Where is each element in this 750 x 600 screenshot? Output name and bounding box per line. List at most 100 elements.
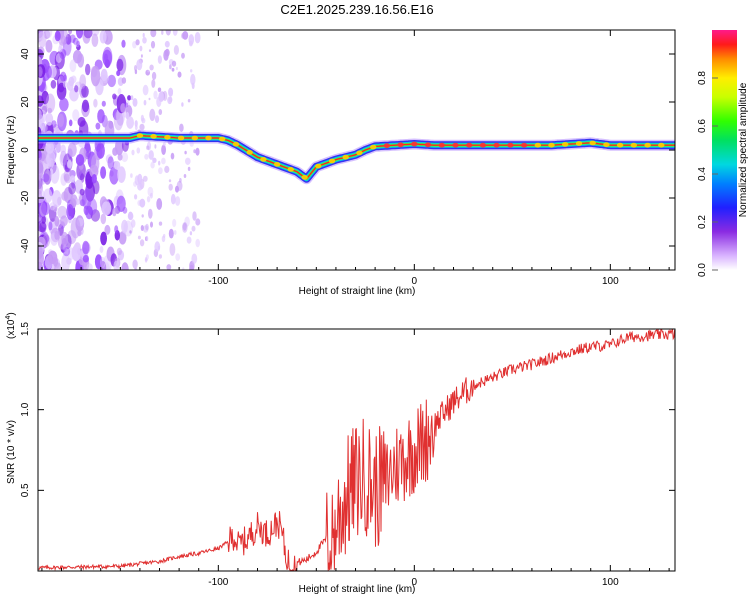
noise-blob	[121, 152, 129, 163]
ridge-peak	[191, 135, 198, 141]
noise-blob	[145, 223, 149, 231]
noise-blob	[157, 245, 160, 251]
noise-blob	[100, 68, 108, 82]
y-tick-label: 40	[20, 48, 31, 60]
noise-blob	[116, 195, 126, 212]
colorbar-label: Normalized spectral amplitude	[738, 82, 749, 217]
noise-blob	[130, 219, 136, 228]
noise-blob	[50, 164, 60, 184]
noise-blob	[150, 161, 155, 169]
noise-blob	[95, 122, 101, 130]
noise-blob	[142, 175, 148, 182]
noise-blob	[121, 39, 126, 48]
noise-blob	[147, 69, 150, 73]
noise-blob	[191, 225, 196, 232]
noise-blob	[68, 119, 73, 127]
noise-blob	[113, 110, 124, 131]
ridge-peak	[260, 157, 267, 162]
noise-blob	[100, 213, 107, 225]
noise-blob	[75, 154, 85, 166]
noise-blob	[170, 193, 176, 205]
noise-blob	[117, 88, 122, 95]
noise-blob	[195, 238, 200, 248]
noise-blob	[157, 87, 162, 93]
noise-blob	[172, 30, 178, 36]
y-tick-label: 1.0	[20, 402, 31, 416]
noise-blob	[140, 225, 144, 231]
noise-blob	[165, 30, 171, 36]
noise-blob	[139, 239, 145, 247]
y-tick-label: 0.5	[20, 483, 31, 497]
noise-blob	[60, 144, 66, 155]
y-tick-label: -40	[20, 238, 31, 253]
noise-blob	[164, 40, 170, 48]
noise-blob	[149, 108, 156, 121]
ridge-peak	[383, 143, 391, 149]
noise-blob	[84, 141, 91, 153]
noise-blob	[68, 182, 76, 195]
ridge-band	[38, 134, 675, 180]
noise-blob	[181, 52, 185, 59]
noise-blob	[171, 67, 175, 72]
noise-blob	[148, 97, 151, 101]
noise-blob	[38, 178, 42, 190]
noise-blob	[59, 97, 69, 112]
noise-blob	[67, 142, 77, 157]
noise-blob	[195, 147, 200, 156]
noise-blob	[93, 98, 98, 108]
colorbar-tick-label: 0.8	[697, 71, 708, 85]
noise-blob	[170, 152, 175, 160]
noise-blob	[38, 64, 46, 79]
noise-blob	[60, 71, 67, 82]
noise-blob	[101, 201, 112, 216]
spectrogram-panel: -100 0 100 -40 -20 0 20 40 Height of straight l…	[6, 29, 676, 297]
chart-title: C2E1.2025.239.16.56.E16	[280, 2, 433, 17]
noise-blob	[136, 147, 141, 154]
noise-blob	[166, 264, 172, 270]
noise-blob	[50, 79, 57, 89]
noise-blob	[179, 123, 184, 132]
noise-blob	[150, 40, 156, 49]
y-tick-label: 1.5	[20, 322, 31, 336]
noise-blob	[114, 225, 119, 234]
noise-blob	[175, 196, 181, 206]
noise-blob	[61, 253, 70, 270]
noise-blob	[127, 95, 132, 101]
noise-blob	[142, 37, 147, 44]
noise-blob	[47, 250, 58, 264]
noise-blob	[182, 222, 187, 231]
ridge-peak	[397, 142, 404, 148]
noise-blob	[88, 206, 93, 216]
noise-blob	[157, 55, 162, 64]
noise-blob	[164, 165, 170, 173]
noise-blob	[45, 112, 54, 126]
noise-blob	[72, 109, 80, 122]
snr-scale-exponent: 4	[5, 316, 12, 320]
ridge-peak	[136, 133, 144, 139]
noise-blob	[168, 96, 173, 103]
spectrogram-x-label: Height of straight line (km)	[299, 286, 416, 297]
noise-blob	[90, 65, 101, 87]
colorbar-tick-label: 0.2	[697, 215, 708, 229]
noise-blob	[56, 219, 63, 229]
noise-blob	[90, 209, 101, 222]
noise-blob	[121, 262, 129, 270]
noise-blob	[43, 188, 53, 203]
noise-blob	[139, 198, 146, 208]
ridge-peak	[616, 142, 624, 148]
noise-blob	[142, 225, 149, 233]
noise-blob	[66, 80, 74, 91]
noise-blob	[69, 34, 76, 43]
noise-blob	[175, 66, 178, 71]
noise-blob	[136, 59, 143, 71]
noise-blob	[57, 234, 68, 250]
noise-blob	[58, 45, 63, 53]
noise-blob	[99, 30, 107, 44]
colorbar-ticks: 0.0 0.2 0.4 0.6 0.8	[697, 71, 718, 277]
noise-blob	[100, 166, 107, 179]
noise-blob	[132, 98, 138, 107]
noise-blob	[38, 108, 42, 119]
spectrogram-ridge	[38, 130, 675, 185]
noise-blob	[38, 150, 43, 161]
noise-blob	[100, 231, 107, 246]
